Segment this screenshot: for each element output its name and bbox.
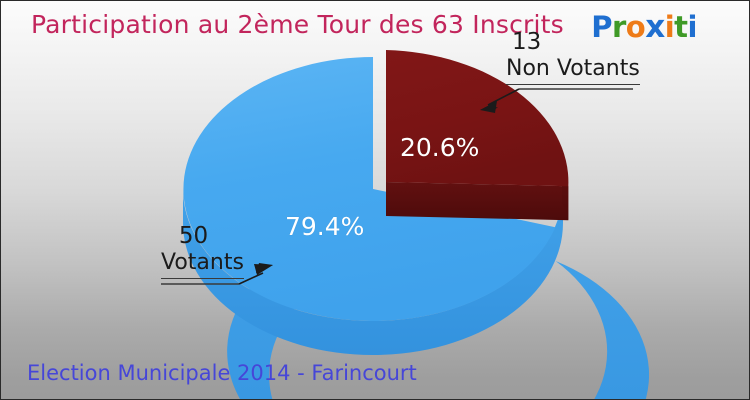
logo-letter-x: x xyxy=(645,9,665,45)
slice-label-non-votants-percent: 20.6% xyxy=(400,133,480,162)
page-title: Participation au 2ème Tour des 63 Inscri… xyxy=(31,10,564,39)
slice-non-votants-top xyxy=(386,50,569,187)
chart-caption: Election Municipale 2014 - Farincourt xyxy=(27,361,417,385)
callout-non-votants-count: 13 xyxy=(512,29,542,55)
logo-letter-o: o xyxy=(625,10,646,44)
logo-letter-i2: i xyxy=(687,10,698,44)
callout-line-non-votants xyxy=(480,88,633,113)
slice-votants[interactable] xyxy=(183,57,650,399)
slice-label-votants-percent: 79.4% xyxy=(285,212,365,241)
logo-letter-p: P xyxy=(591,10,612,44)
callout-line-votants xyxy=(161,263,273,285)
proxiti-logo[interactable]: Proxiti xyxy=(591,9,697,45)
slice-votants-side-band xyxy=(183,189,563,355)
callout-votants: 50 Votants xyxy=(161,223,244,279)
logo-letter-t: t xyxy=(674,10,688,44)
logo-letter-i1: i xyxy=(664,10,675,44)
logo-letter-r: r xyxy=(611,10,626,44)
callout-votants-label: Votants xyxy=(161,249,244,279)
callout-non-votants: 13 Non Votants xyxy=(506,29,640,85)
slice-non-votants-side xyxy=(386,182,569,221)
callout-non-votants-label: Non Votants xyxy=(506,55,640,85)
slice-non-votants[interactable] xyxy=(386,50,569,221)
slice-votants-top xyxy=(183,57,556,321)
callout-votants-count: 50 xyxy=(178,223,209,249)
